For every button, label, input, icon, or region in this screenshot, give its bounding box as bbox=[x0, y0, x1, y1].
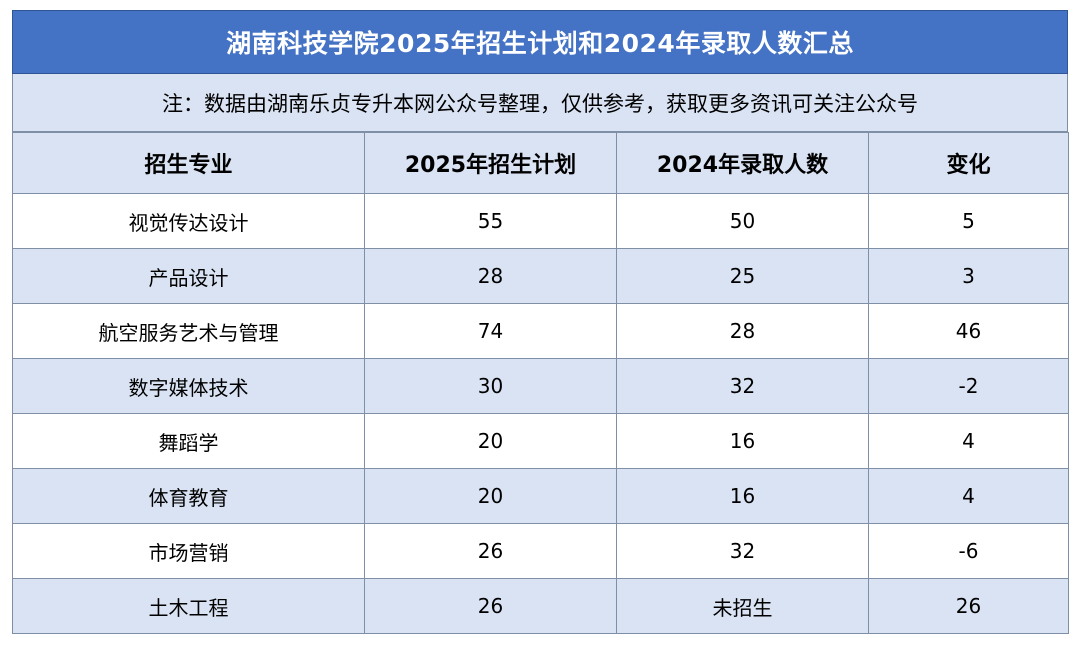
table-row: 产品设计 28 25 3 bbox=[12, 248, 1069, 304]
admitted-cell: 25 bbox=[616, 248, 869, 304]
admitted-cell: 16 bbox=[616, 468, 869, 524]
major-cell: 视觉传达设计 bbox=[12, 193, 365, 249]
table-row: 土木工程 26 未招生 26 bbox=[12, 578, 1069, 634]
change-cell: 4 bbox=[868, 413, 1069, 469]
source-note: 注：数据由湖南乐贞专升本网公众号整理，仅供参考，获取更多资讯可关注公众号 bbox=[12, 74, 1068, 132]
plan-cell: 28 bbox=[364, 248, 617, 304]
major-cell: 体育教育 bbox=[12, 468, 365, 524]
plan-cell: 74 bbox=[364, 303, 617, 359]
table-row: 数字媒体技术 30 32 -2 bbox=[12, 358, 1069, 414]
header-major: 招生专业 bbox=[12, 132, 365, 194]
major-cell: 市场营销 bbox=[12, 523, 365, 579]
major-cell: 数字媒体技术 bbox=[12, 358, 365, 414]
table-row: 舞蹈学 20 16 4 bbox=[12, 413, 1069, 469]
table-title: 湖南科技学院2025年招生计划和2024年录取人数汇总 bbox=[12, 10, 1068, 74]
plan-cell: 26 bbox=[364, 578, 617, 634]
admitted-cell: 32 bbox=[616, 523, 869, 579]
plan-cell: 26 bbox=[364, 523, 617, 579]
change-cell: -6 bbox=[868, 523, 1069, 579]
plan-cell: 55 bbox=[364, 193, 617, 249]
admitted-cell: 32 bbox=[616, 358, 869, 414]
plan-cell: 20 bbox=[364, 468, 617, 524]
plan-cell: 30 bbox=[364, 358, 617, 414]
major-cell: 航空服务艺术与管理 bbox=[12, 303, 365, 359]
change-cell: 5 bbox=[868, 193, 1069, 249]
change-cell: 46 bbox=[868, 303, 1069, 359]
enrollment-table: 招生专业 2025年招生计划 2024年录取人数 变化 视觉传达设计 55 50… bbox=[12, 132, 1069, 634]
header-admitted-2024: 2024年录取人数 bbox=[616, 132, 869, 194]
plan-cell: 20 bbox=[364, 413, 617, 469]
admitted-cell: 28 bbox=[616, 303, 869, 359]
change-cell: 3 bbox=[868, 248, 1069, 304]
major-cell: 产品设计 bbox=[12, 248, 365, 304]
table-row: 航空服务艺术与管理 74 28 46 bbox=[12, 303, 1069, 359]
table-row: 体育教育 20 16 4 bbox=[12, 468, 1069, 524]
admitted-cell: 50 bbox=[616, 193, 869, 249]
major-cell: 舞蹈学 bbox=[12, 413, 365, 469]
major-cell: 土木工程 bbox=[12, 578, 365, 634]
admitted-cell: 16 bbox=[616, 413, 869, 469]
admitted-cell: 未招生 bbox=[616, 578, 869, 634]
change-cell: -2 bbox=[868, 358, 1069, 414]
table-row: 市场营销 26 32 -6 bbox=[12, 523, 1069, 579]
change-cell: 4 bbox=[868, 468, 1069, 524]
table-row: 视觉传达设计 55 50 5 bbox=[12, 193, 1069, 249]
change-cell: 26 bbox=[868, 578, 1069, 634]
summary-table-container: 湖南科技学院2025年招生计划和2024年录取人数汇总 注：数据由湖南乐贞专升本… bbox=[12, 10, 1069, 634]
header-row: 招生专业 2025年招生计划 2024年录取人数 变化 bbox=[12, 132, 1069, 194]
header-change: 变化 bbox=[868, 132, 1069, 194]
header-plan-2025: 2025年招生计划 bbox=[364, 132, 617, 194]
